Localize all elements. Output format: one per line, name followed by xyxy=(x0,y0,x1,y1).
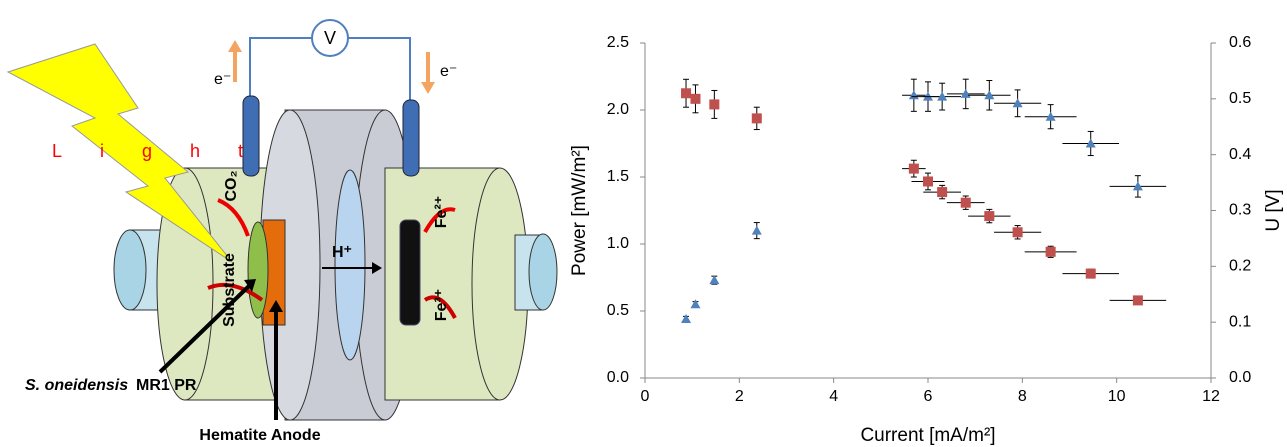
point xyxy=(937,187,948,198)
x-tick-label: 4 xyxy=(829,388,838,405)
point xyxy=(960,197,971,208)
y-tick-label: 0.5 xyxy=(607,302,629,319)
pointer xyxy=(158,283,252,374)
light-label: Light xyxy=(52,141,281,161)
electrode-rod xyxy=(402,99,420,177)
x-tick-label: 2 xyxy=(735,388,744,405)
point xyxy=(1045,246,1056,257)
x-tick-label: 12 xyxy=(1202,388,1220,405)
y-tick-label: 0.0 xyxy=(607,369,629,386)
y2-tick-label: 0.6 xyxy=(1229,34,1251,51)
substrate-arrow xyxy=(207,283,264,302)
end-cap xyxy=(528,233,558,311)
arrowhead xyxy=(228,40,242,52)
electron-label: e⁻ xyxy=(214,71,231,88)
wire xyxy=(249,37,312,96)
co2-label: CO₂ xyxy=(223,170,240,201)
arrowhead xyxy=(244,279,256,292)
point xyxy=(908,163,919,174)
electron-label: e⁻ xyxy=(440,63,457,80)
wire xyxy=(348,37,411,100)
membrane xyxy=(334,169,366,361)
cathode xyxy=(399,219,421,326)
y2-tick-label: 0.2 xyxy=(1229,258,1251,275)
x-tick-label: 10 xyxy=(1108,388,1126,405)
point xyxy=(690,93,701,104)
y-axis-title: Power [mW/m²] xyxy=(569,145,590,276)
arrowhead xyxy=(372,262,382,274)
x-tick-label: 0 xyxy=(641,388,650,405)
x-axis-title: Current [mA/m²] xyxy=(860,425,995,446)
proton-label: H⁺ xyxy=(332,244,352,261)
y-tick-label: 2.0 xyxy=(607,101,629,118)
y2-axis-title: U [V] xyxy=(1263,189,1284,231)
voltmeter-label: V xyxy=(324,28,336,48)
y-tick-label: 1.0 xyxy=(607,235,629,252)
chart: 0 2 4 6 8 10 12 0.0 0.5 1.0 1.5 2.0 2.5 0.0 0.1 0.2 0.3 0… xyxy=(569,34,1284,446)
bacterium-label: S. oneidensis xyxy=(25,377,128,394)
substrate-label: Substrate xyxy=(221,253,238,327)
fe2-label: Fe²⁺ xyxy=(433,196,450,228)
point xyxy=(709,99,720,110)
point xyxy=(751,113,762,124)
anode-label: Hematite Anode xyxy=(199,427,320,444)
point xyxy=(984,211,995,222)
fe3-label: Fe³⁺ xyxy=(433,289,450,321)
y-tick-label: 1.5 xyxy=(607,168,629,185)
y2-tick-label: 0.3 xyxy=(1229,202,1251,219)
point xyxy=(1045,111,1056,121)
x-tick-label: 6 xyxy=(924,388,933,405)
co2-arrow xyxy=(217,198,250,237)
y2-tick-label: 0.4 xyxy=(1229,146,1251,163)
arrowhead xyxy=(421,82,435,94)
point xyxy=(1085,268,1096,279)
end-cap xyxy=(113,229,147,311)
arrowhead xyxy=(269,300,283,312)
point xyxy=(751,225,762,235)
voltmeter xyxy=(311,19,349,57)
biofilm xyxy=(247,221,269,319)
point xyxy=(681,314,692,324)
x-tick-label: 8 xyxy=(1018,388,1027,405)
y2-tick-label: 0.5 xyxy=(1229,90,1251,107)
point xyxy=(923,176,933,187)
y-tick-label: 2.5 xyxy=(607,34,629,51)
bacterium-label: MR1 PR xyxy=(136,377,197,394)
point xyxy=(984,90,995,100)
y2-tick-label: 0.0 xyxy=(1229,369,1251,386)
y2-tick-label: 0.1 xyxy=(1229,313,1251,330)
point xyxy=(1012,98,1023,108)
lightning xyxy=(6,43,233,263)
point xyxy=(1132,295,1143,306)
fe-arrow xyxy=(423,295,457,319)
point xyxy=(690,299,701,309)
point xyxy=(1012,227,1023,238)
point xyxy=(709,275,720,285)
fe-arrow xyxy=(423,207,456,233)
point xyxy=(1132,181,1143,191)
diagram: V e⁻ e⁻ Light H⁺ CO₂ Substrate Fe²⁺ Fe³⁺… xyxy=(6,19,558,444)
point xyxy=(937,91,948,101)
point xyxy=(1085,138,1096,148)
electrode-rod xyxy=(242,95,260,177)
point xyxy=(681,88,692,99)
